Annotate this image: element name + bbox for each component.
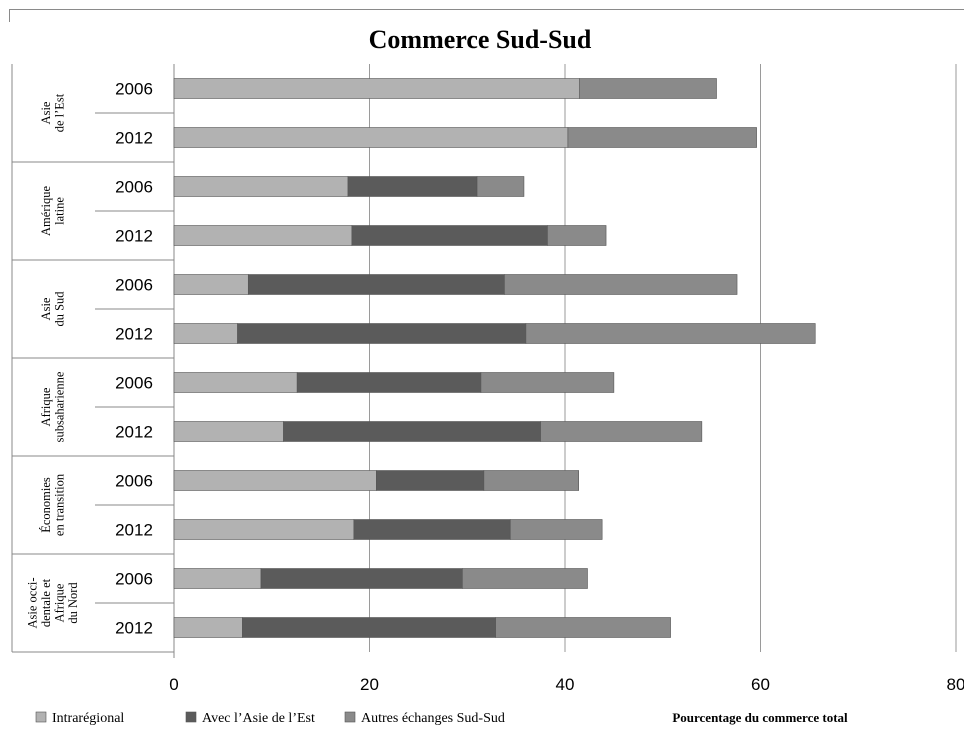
bar-segment	[351, 225, 548, 246]
bar-segment	[283, 421, 541, 442]
legend-swatch	[344, 711, 356, 723]
year-label: 2006	[115, 472, 153, 491]
x-axis-ticks: 0 20 40 60 80	[169, 675, 964, 694]
year-label: 2012	[115, 521, 153, 540]
bar-segment	[495, 617, 671, 638]
year-label: 2012	[115, 619, 153, 638]
region-label: Amériquelatine	[39, 186, 67, 236]
year-label: 2006	[115, 80, 153, 99]
year-label: 2012	[115, 423, 153, 442]
legend-swatch	[35, 711, 47, 723]
bar-segment	[483, 470, 579, 491]
bar-segment	[567, 127, 757, 148]
bar-segment	[504, 274, 738, 295]
category-table: Asiede l’Est20062012Amériquelatine200620…	[11, 64, 175, 658]
bar-segment	[242, 617, 496, 638]
legend-swatch	[185, 711, 197, 723]
region-label-line: Asie occi-	[25, 577, 39, 628]
region-label: Asiedu Sud	[39, 291, 67, 327]
bar-segment	[540, 421, 703, 442]
region-label-line: de l’Est	[52, 93, 66, 132]
x-tick-label: 20	[360, 675, 379, 694]
bar-segment	[173, 225, 353, 246]
region-label-line: Asie	[39, 101, 53, 124]
region-label-line: subsaharienne	[52, 371, 66, 442]
region-label-line: latine	[52, 197, 66, 225]
region-label: Asiede l’Est	[39, 93, 67, 132]
bar-segment	[376, 470, 485, 491]
chart-title: Commerce Sud-Sud	[369, 25, 592, 54]
region-label-line: Amérique	[39, 186, 53, 236]
legend-label: Autres échanges Sud-Sud	[361, 711, 505, 726]
x-tick-label: 60	[751, 675, 770, 694]
bar-segment	[173, 78, 580, 99]
bar-segment	[173, 323, 238, 344]
legend: Intrarégional Avec l’Asie de l’Est Autres …	[35, 711, 505, 726]
gridlines	[369, 64, 957, 652]
legend-label: Intrarégional	[52, 711, 124, 726]
region-label-line: dentale et	[39, 578, 53, 627]
year-label: 2006	[115, 178, 153, 197]
region-label: Asie occi-dentale etAfriquedu Nord	[25, 577, 80, 628]
year-label: 2006	[115, 374, 153, 393]
bar-segment	[173, 372, 298, 393]
bar-segment	[476, 176, 525, 197]
bar-segment	[480, 372, 615, 393]
bar-segment	[173, 421, 284, 442]
bar-segment	[347, 176, 478, 197]
year-label: 2012	[115, 227, 153, 246]
bars	[173, 78, 816, 638]
year-label: 2012	[115, 129, 153, 148]
bar-segment	[260, 568, 463, 589]
bar-segment	[509, 519, 603, 540]
region-label-line: du Sud	[52, 291, 66, 327]
region-label-line: en transition	[52, 473, 66, 536]
region-label-line: Économies	[39, 477, 53, 533]
bar-segment	[173, 176, 349, 197]
region-label-line: du Nord	[66, 582, 80, 624]
bar-segment	[173, 470, 377, 491]
bar-segment	[353, 519, 511, 540]
bar-segment	[173, 127, 569, 148]
region-label-line: Afrique	[52, 583, 66, 622]
region-label: Afriquesubsaharienne	[39, 371, 67, 442]
year-label: 2012	[115, 325, 153, 344]
x-tick-label: 0	[169, 675, 178, 694]
bar-segment	[247, 274, 505, 295]
bar-segment	[296, 372, 482, 393]
bar-segment	[173, 568, 262, 589]
region-label-line: Asie	[39, 297, 53, 320]
legend-label: Avec l’Asie de l’Est	[202, 711, 315, 726]
bar-segment	[579, 78, 717, 99]
year-label: 2006	[115, 570, 153, 589]
bar-segment	[173, 617, 243, 638]
bar-segment	[173, 274, 249, 295]
x-axis-label: Pourcentage du commerce total	[672, 710, 848, 725]
bar-segment	[173, 519, 355, 540]
region-label: Économiesen transition	[39, 473, 67, 536]
year-label: 2006	[115, 276, 153, 295]
bar-segment	[462, 568, 588, 589]
bar-segment	[547, 225, 607, 246]
bar-segment	[525, 323, 816, 344]
frame-border	[9, 9, 964, 22]
x-tick-label: 80	[947, 675, 964, 694]
region-label-line: Afrique	[39, 387, 53, 426]
x-tick-label: 40	[556, 675, 575, 694]
bar-segment	[237, 323, 527, 344]
